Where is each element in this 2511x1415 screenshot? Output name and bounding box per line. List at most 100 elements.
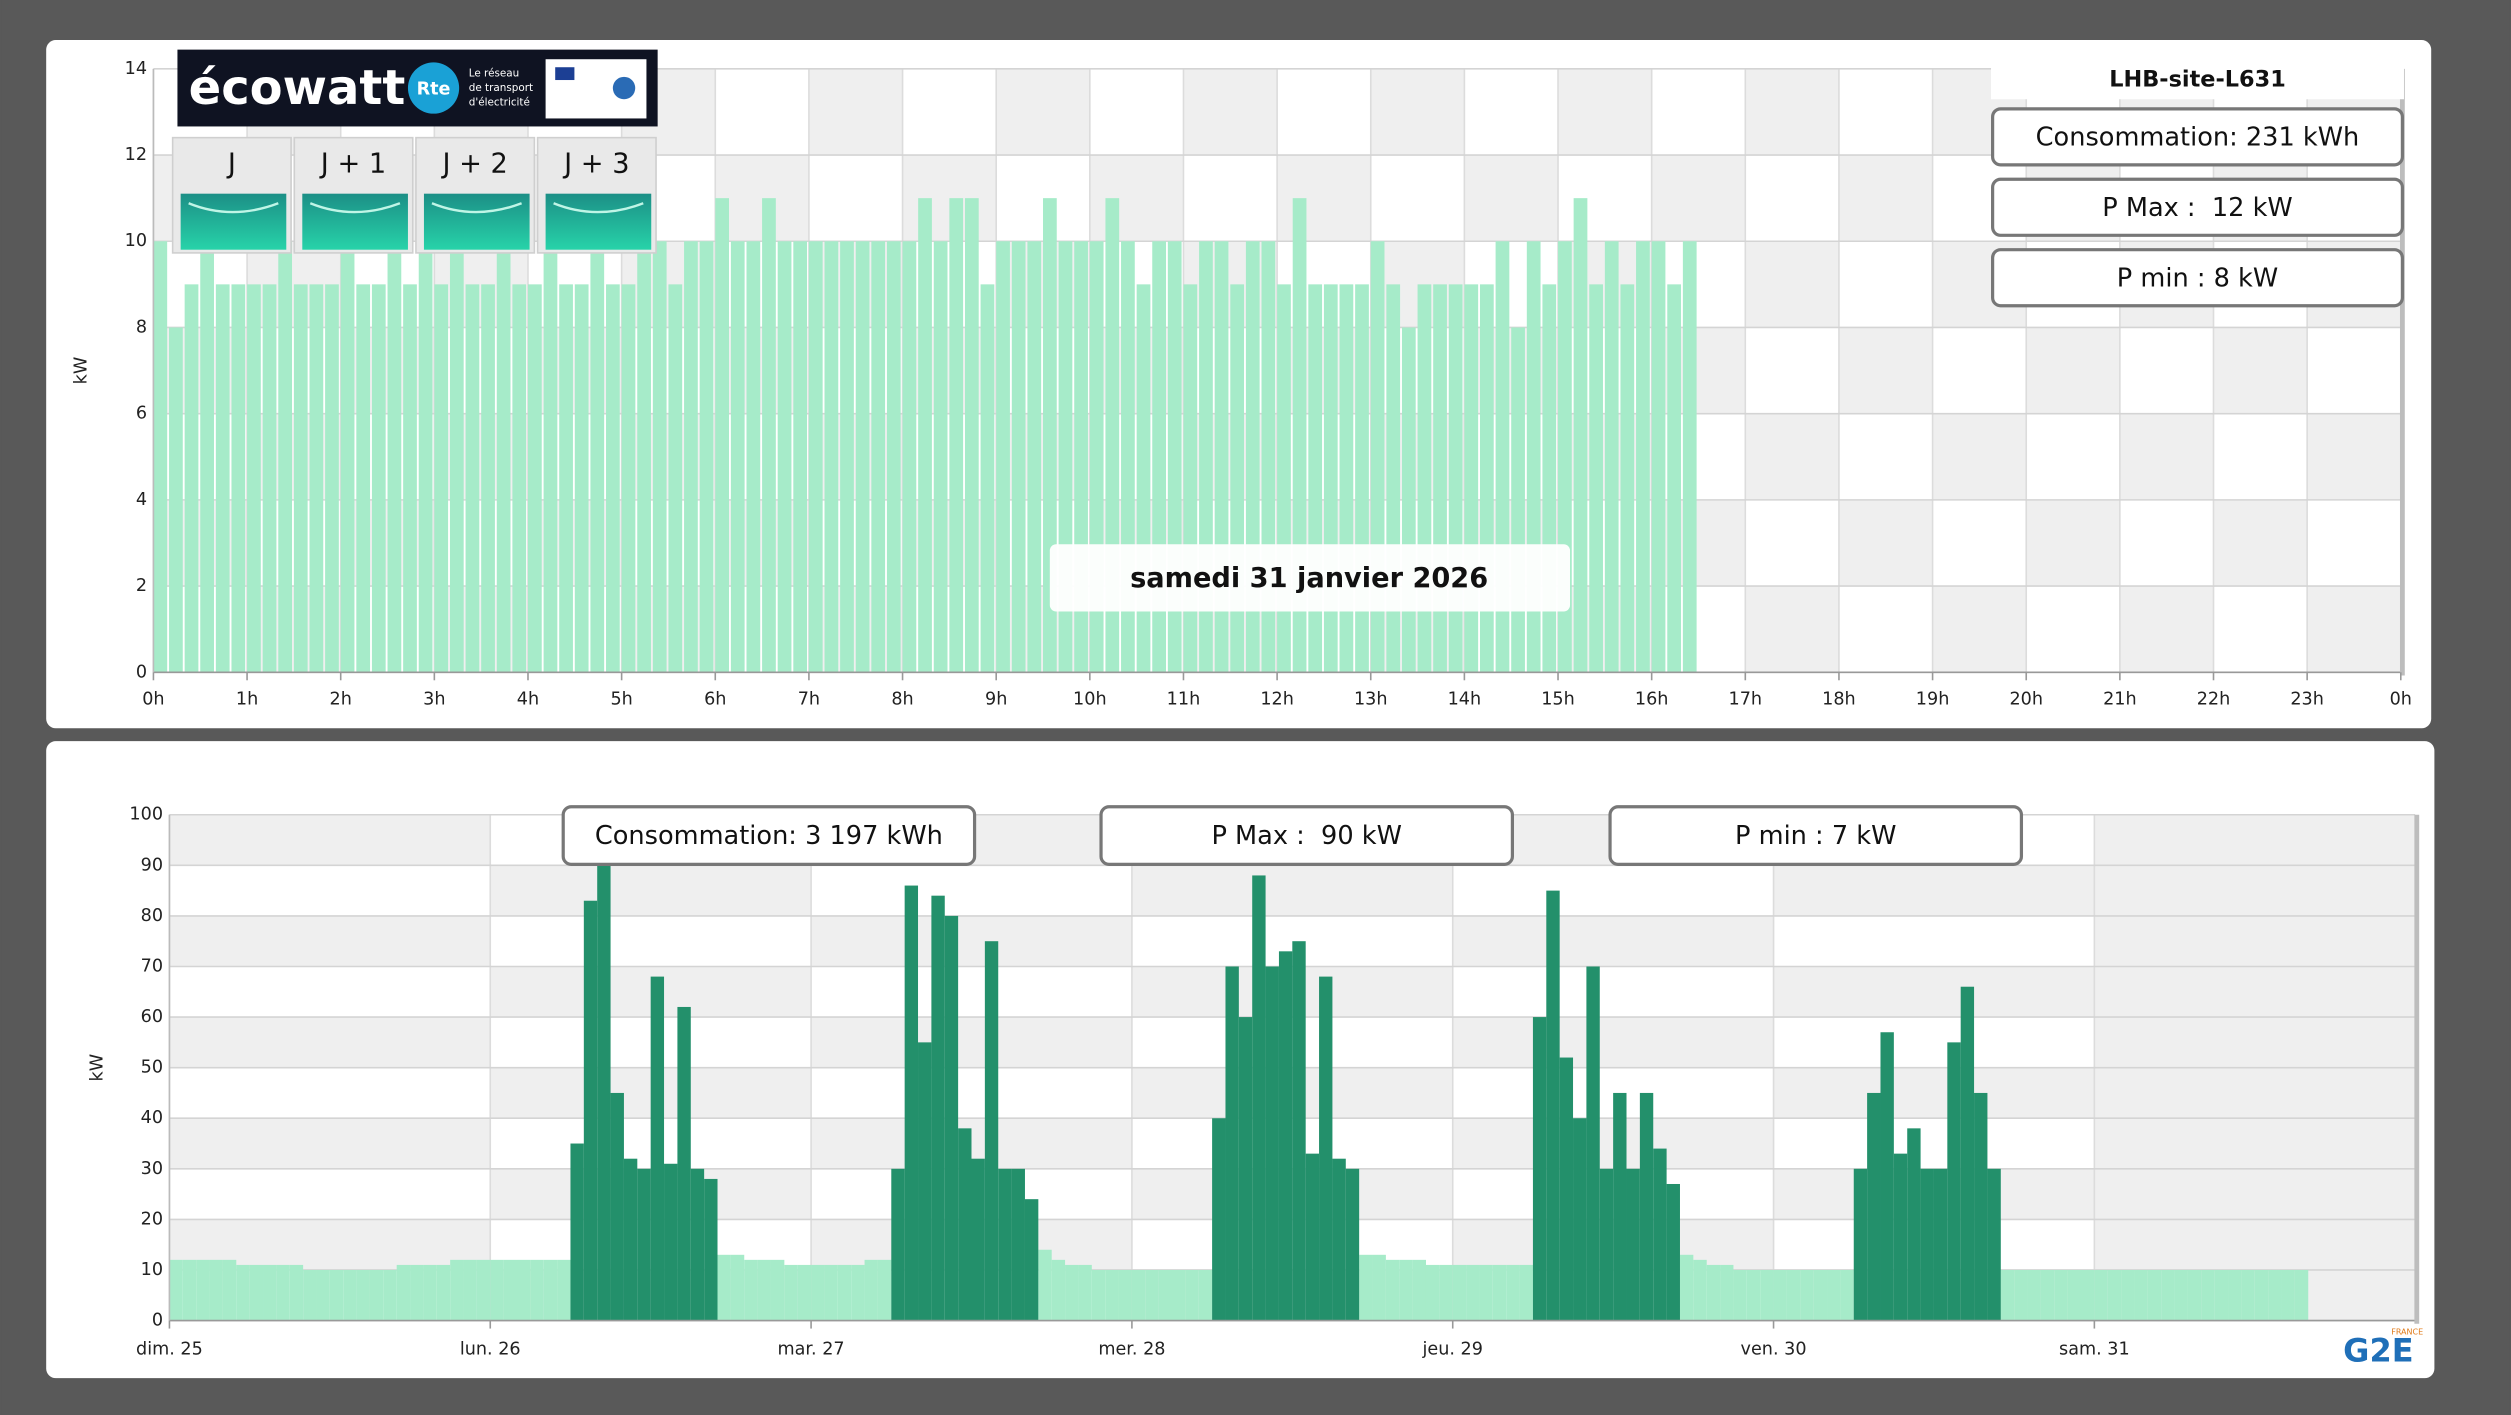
- ecowatt-brand: écowatt: [189, 60, 406, 116]
- bar: [837, 1264, 852, 1321]
- bar: [664, 1163, 678, 1321]
- bar: [1682, 241, 1697, 673]
- x-tick-label: 7h: [798, 689, 820, 709]
- grid-band: [169, 966, 491, 1018]
- bar: [1105, 1269, 1119, 1321]
- bar: [1433, 284, 1447, 673]
- bar: [329, 1269, 344, 1321]
- stat-text: P min : 8 kW: [2117, 263, 2278, 293]
- bar: [527, 284, 542, 673]
- g2e-country: FRANCE: [2391, 1327, 2423, 1336]
- grid-band: [1745, 155, 1839, 242]
- bar: [1987, 1168, 2001, 1321]
- grid-band: [811, 865, 1132, 916]
- y-tick-label: 0: [152, 1311, 163, 1331]
- bar: [1332, 1158, 1346, 1321]
- bar: [918, 198, 932, 673]
- bar: [1439, 1264, 1453, 1321]
- bar: [2268, 1269, 2282, 1321]
- y-tick-label: 10: [141, 1260, 163, 1280]
- site-box: [1991, 60, 2404, 100]
- bar: [2201, 1269, 2215, 1321]
- bar: [2081, 1269, 2095, 1321]
- bar: [704, 1178, 718, 1321]
- grid-band: [490, 1017, 812, 1068]
- bar: [2254, 1269, 2269, 1321]
- stat-box: [561, 805, 977, 866]
- bar: [2214, 1269, 2229, 1321]
- charts: 0 2 4 6 8 10 12 14 0h 1h 2h 3h 4h 5h 6h 7h 8h 9h 10h 11h 12h…: [71, 59, 2420, 1359]
- bar: [436, 1264, 451, 1321]
- x-tick-label: 15h: [1541, 689, 1575, 709]
- grid-band: [1277, 68, 1371, 156]
- y-tick-label: 6: [136, 404, 147, 424]
- bar: [757, 1259, 771, 1321]
- bar: [1746, 1269, 1761, 1321]
- bar: [958, 1128, 972, 1321]
- bar: [1947, 1042, 1961, 1321]
- bar: [1401, 327, 1416, 673]
- bar: [1639, 1092, 1654, 1321]
- y-tick-label: 8: [136, 317, 147, 337]
- y-tick-label: 30: [141, 1159, 163, 1179]
- bar: [1706, 1264, 1721, 1321]
- day-label: J + 1: [319, 148, 386, 179]
- bar: [650, 976, 665, 1321]
- date-label: samedi 31 janvier 2026: [1130, 563, 1488, 594]
- bar: [383, 1269, 397, 1321]
- bar: [559, 284, 573, 673]
- stat-box: [1991, 248, 2404, 308]
- bar: [1339, 284, 1354, 673]
- bar: [169, 327, 183, 673]
- day-signal: [180, 193, 287, 250]
- grid-band: [1089, 68, 1184, 156]
- x-tick-label: 21h: [2103, 689, 2137, 709]
- y-tick-label: 90: [141, 855, 163, 875]
- bar: [1027, 241, 1042, 673]
- bar: [196, 1259, 210, 1321]
- x-tick-label: mar. 27: [778, 1339, 845, 1359]
- bar: [316, 1269, 330, 1321]
- grid-band: [169, 1067, 491, 1119]
- bar: [623, 1158, 638, 1321]
- bar: [1479, 284, 1494, 673]
- ecowatt-widget: écowatt Rte Le réseau de transport d'éle…: [171, 49, 658, 254]
- x-tick-label: 19h: [1916, 689, 1950, 709]
- bar: [610, 1092, 624, 1321]
- bar: [449, 241, 464, 673]
- bar: [621, 284, 636, 673]
- grid-band: [808, 155, 903, 242]
- bar: [209, 1259, 223, 1321]
- rte-tagline: de transport: [469, 82, 533, 94]
- x-tick-label: 16h: [1635, 689, 1669, 709]
- x-tick-label: 0h: [142, 689, 164, 709]
- day-wave: [553, 202, 644, 214]
- bar: [1733, 1269, 1747, 1321]
- ademe-logo: [612, 76, 636, 100]
- bar: [871, 241, 886, 673]
- bar: [1773, 1269, 1787, 1321]
- x-tick-label: 14h: [1448, 689, 1482, 709]
- grid-band: [1773, 1118, 2095, 1169]
- bar: [418, 241, 433, 673]
- grid-band: [1745, 499, 1839, 587]
- bar: [463, 1259, 477, 1321]
- bar: [293, 284, 308, 673]
- bar: [1620, 284, 1635, 673]
- bar: [1011, 241, 1026, 673]
- bar: [668, 284, 683, 673]
- bar: [340, 241, 355, 673]
- x-tick-label: 8h: [891, 689, 913, 709]
- bar: [1546, 890, 1560, 1321]
- grid-band: [1452, 1067, 1774, 1119]
- bar: [1136, 284, 1151, 673]
- bar: [2107, 1269, 2122, 1321]
- bar: [1907, 1128, 1921, 1321]
- bar: [262, 284, 277, 673]
- bar: [808, 241, 823, 673]
- bar: [387, 241, 402, 673]
- bar: [2054, 1269, 2068, 1321]
- bar: [2094, 1269, 2108, 1321]
- grid-band: [1464, 68, 1559, 156]
